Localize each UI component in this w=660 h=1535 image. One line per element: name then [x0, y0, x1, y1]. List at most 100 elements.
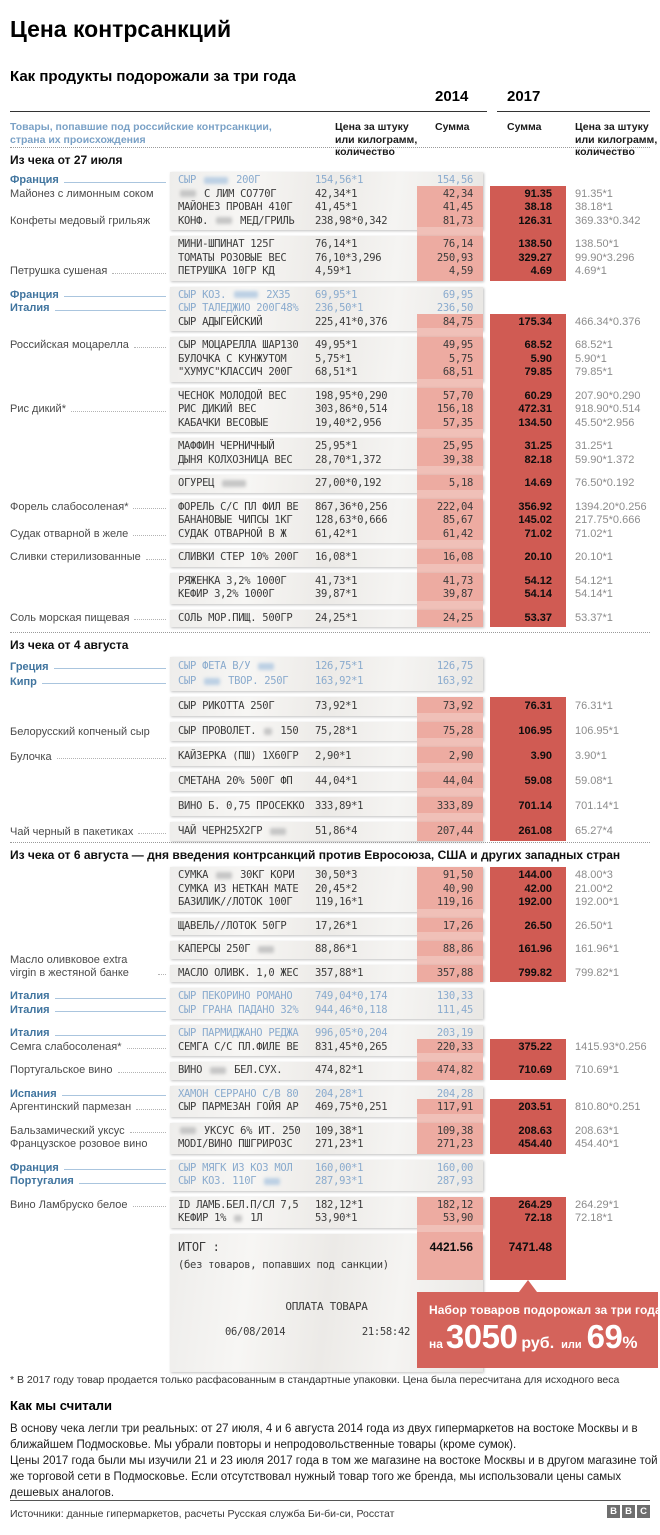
highlight-2017: [490, 867, 566, 885]
country-label: Италия: [10, 1027, 168, 1040]
item-sum-2017: 261.08: [518, 825, 552, 837]
receipt-item-row: КЕФИР 3,2% 1000Г 39,87*1 39,87 54.14 54.14*1: [0, 586, 660, 604]
item-sum-2017: 264.29: [518, 1198, 552, 1211]
item-sum-2014: 24,25: [442, 611, 473, 624]
highlight-2014: [417, 772, 483, 791]
item-name: СЫР КОЗ. 110Г: [178, 1175, 282, 1189]
item-name: СЫР РИКОТТА 250Г: [178, 700, 275, 712]
item-qty-2014: 236,50*1: [315, 302, 364, 314]
item-price-2017: 38.18*1: [575, 201, 613, 213]
highlight-2014: [417, 249, 483, 267]
highlight-2014: [417, 185, 483, 203]
item-qty-2014: 76,14*1: [315, 238, 358, 250]
receipt-item-row: Судак отварной в желе СУДАК ОТВАРНОЙ В Ж 6…: [0, 525, 660, 543]
item-qty-2014: 831,45*0,265: [315, 1040, 388, 1053]
item-sum-2014: 17,26: [442, 919, 473, 932]
label-leader-dots: [133, 346, 166, 348]
item-price-2017: 701.14*1: [575, 800, 620, 812]
highlight-2014: [417, 549, 483, 567]
label-leader-dots: [70, 410, 166, 412]
header-rule-left: [10, 111, 487, 112]
label-leader-line: [54, 309, 166, 311]
column-header-price-2017: Цена за штуку или килограмм, количество: [575, 121, 658, 158]
item-sum-2014: 69,95: [442, 288, 473, 301]
item-name: MODI/ВИНО ПШГРИРОЗС: [178, 1138, 293, 1150]
receipt-item-row: Семга слабосоленая* СЕМГА С/С ПЛ.ФИЛЕ ВЕ 8…: [0, 1038, 660, 1056]
highlight-2014: [417, 1062, 483, 1080]
highlight-2014: [417, 1136, 483, 1154]
receipt-paper: [170, 797, 483, 816]
method-paragraph-1: В основу чека легли три реальных: от 27 …: [10, 1423, 638, 1451]
receipt-paper: [170, 1062, 483, 1080]
product-label: Аргентинский пармезан: [10, 1101, 168, 1114]
item-price-2017: 264.29*1: [575, 1198, 620, 1211]
item-sum-2014: 182,12: [436, 1198, 473, 1211]
item-price-2017: 72.18*1: [575, 1212, 613, 1224]
product-label: Рис дикий*: [10, 403, 168, 416]
product-label: Вино Ламбруско белое: [10, 1199, 168, 1212]
item-sum-2014: 85,67: [442, 514, 473, 526]
receipt-item-row: Булочка КАЙЗЕРКА (ПШ) 1Х60ГР 2,90*1 2,90 3.9…: [0, 747, 660, 766]
item-sum-2014: 474,82: [436, 1064, 473, 1076]
item-name: БУЛОЧКА С КУНЖУТОМ: [178, 352, 287, 365]
item-price-2017: 799.82*1: [575, 966, 620, 979]
receipt-item-row: Французское розовое вино MODI/ВИНО ПШГРИР…: [0, 1136, 660, 1154]
item-qty-2014: 69,95*1: [315, 288, 358, 301]
item-sum-2017: 14.69: [524, 477, 552, 489]
item-sum-2014: 16,08: [442, 551, 473, 563]
label-leader-line: [54, 1011, 166, 1012]
item-price-2017: 369.33*0.342: [575, 214, 641, 227]
item-qty-2014: 73,92*1: [315, 700, 358, 712]
highlight-2014: [417, 498, 483, 516]
item-name: СЫР МОЦАРЕЛЛА ШАР130: [178, 339, 299, 351]
receipt-item-row: Португальское вино ВИНО БЕЛ.СУХ. 474,82*1 4…: [0, 1062, 660, 1080]
item-sum-2017: 138.50: [518, 238, 552, 250]
label-leader-dots: [117, 1071, 166, 1073]
dotted-separator: [10, 632, 650, 633]
item-sum-2017: 31.25: [524, 440, 552, 452]
item-sum-2017: 208.63: [518, 1124, 552, 1137]
highlight-2017: [490, 364, 566, 382]
highlight-2017: [490, 1038, 566, 1056]
receipt-item-row: КАПЕРСЫ 250Г 88,86*1 88,86 161.96 161.96*1: [0, 941, 660, 959]
item-sum-2017: 72.18: [524, 1212, 552, 1224]
item-name: СЫР ПАРМЕЗАН ГОЙЯ АР: [178, 1101, 299, 1113]
receipt-item-row: Российская моцарелла СЫР МОЦАРЕЛЛА ШАР130…: [0, 337, 660, 355]
highlight-2017: [490, 1062, 566, 1080]
receipt-paper: [170, 475, 483, 493]
section-heading: Из чека от 6 августа — дня введения конт…: [10, 848, 621, 862]
receipt-item-row: ВИНО Б. 0,75 ПРОСЕККО 333,89*1 333,89 701.1…: [0, 797, 660, 816]
price-increase-callout: Набор товаров подорожал за три года на 30…: [417, 1291, 660, 1368]
receipt-strip: Булочка КАЙЗЕРКА (ПШ) 1Х60ГР 2,90*1 2,90 3.9…: [0, 747, 660, 766]
item-sum-2017: 106.95: [518, 725, 552, 737]
footer-rule: [10, 1500, 650, 1501]
highlight-2014: [417, 894, 483, 912]
label-leader-line: [78, 1182, 166, 1184]
method-title: Как мы считали: [10, 1398, 113, 1413]
redacted-text: [264, 727, 273, 735]
receipt-time: 21:58:42: [361, 1325, 410, 1338]
item-qty-2014: 126,75*1: [315, 660, 364, 672]
highlight-2014: [417, 1099, 483, 1117]
receipt-item-row: Франция СЫР МЯГК ИЗ КОЗ МОЛ 160,00*1 160,00: [0, 1162, 660, 1176]
item-price-2017: 99.90*3.296: [575, 251, 635, 264]
item-price-2017: 76.50*0.192: [575, 477, 635, 489]
item-price-2017: 20.10*1: [575, 551, 613, 563]
receipt-paper: [170, 772, 483, 791]
item-name: СОЛЬ МОР.ПИЩ. 500ГР: [178, 611, 293, 624]
country-label: Испания: [10, 1088, 168, 1101]
item-sum-2014: 117,91: [436, 1101, 473, 1113]
product-label: Масло оливковое extra virgin в жестяной …: [10, 954, 168, 979]
receipt-item-row: ОГУРЕЦ 27,00*0,192 5,18 14.69 76.50*0.192: [0, 475, 660, 493]
receipt-item-row: Франция СЫР КОЗ. 2X35 69,95*1 69,95: [0, 289, 660, 303]
item-qty-2014: 44,04*1: [315, 775, 358, 787]
item-sum-2017: 91.35: [524, 187, 552, 200]
item-name: СЛИВКИ СТЕР 10% 200Г: [178, 551, 299, 563]
item-price-2017: 217.75*0.666: [575, 514, 641, 526]
item-price-2017: 161.96*1: [575, 943, 620, 955]
receipt-item-row: СЫР АДЫГЕЙСКИЙ 225,41*0,376 84,75 175.34 466…: [0, 313, 660, 331]
redacted-text: [234, 291, 259, 298]
receipt-strip: ВИНО Б. 0,75 ПРОСЕККО 333,89*1 333,89 701.1…: [0, 797, 660, 816]
highlight-2014: [417, 1231, 483, 1280]
item-sum-2014: 203,19: [436, 1027, 473, 1039]
